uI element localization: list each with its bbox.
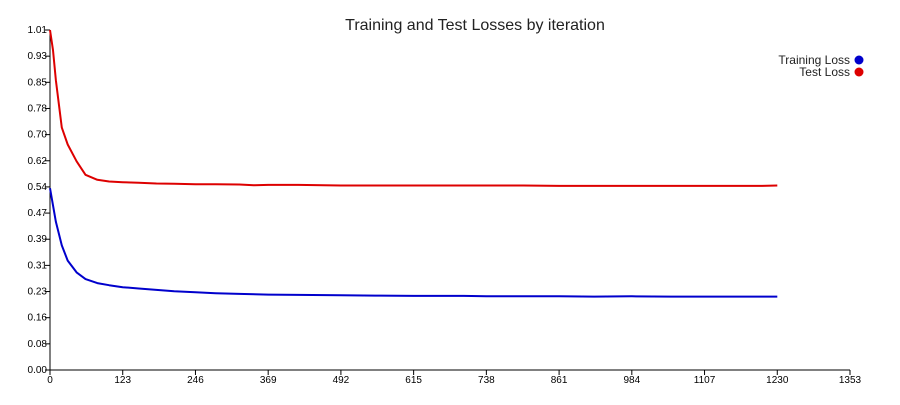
y-tick-label: 0.47 (28, 208, 48, 219)
x-tick-label: 369 (260, 375, 277, 386)
y-tick-label: 0.78 (28, 103, 48, 114)
y-tick-label: 0.23 (28, 287, 48, 298)
y-tick-label: 0.31 (28, 260, 48, 271)
x-tick-label: 984 (623, 375, 640, 386)
x-tick-label: 246 (187, 375, 204, 386)
x-tick-label: 738 (478, 375, 495, 386)
y-tick-label: 1.01 (28, 25, 48, 36)
y-tick-label: 0.54 (28, 182, 48, 193)
y-tick-label: 0.62 (28, 156, 48, 167)
y-tick-label: 0.16 (28, 313, 48, 324)
legend-label: Test Loss (799, 65, 850, 79)
y-tick-label: 0.00 (28, 365, 48, 376)
y-tick-label: 0.70 (28, 130, 48, 141)
x-tick-label: 1107 (694, 375, 716, 386)
legend-label: Training Loss (778, 53, 850, 67)
x-tick-label: 861 (551, 375, 568, 386)
x-tick-label: 123 (114, 375, 131, 386)
chart-title: Training and Test Losses by iteration (345, 17, 605, 34)
x-tick-label: 615 (405, 375, 422, 386)
y-tick-label: 0.85 (28, 77, 48, 88)
series-lines-group (49, 29, 778, 298)
y-tick-label: 0.93 (28, 51, 48, 62)
y-tick-label: 0.39 (28, 234, 48, 245)
series-line-test-loss (49, 29, 778, 187)
y-tick-label: 0.08 (28, 339, 48, 350)
x-tick-label: 492 (333, 375, 350, 386)
x-tick-label: 1230 (766, 375, 789, 386)
axes-group: 0.00 0.08 0.16 0.23 0.31 0.39 0.47 0.54 0.62 0.70… (28, 25, 862, 386)
x-tick-label: 0 (47, 375, 53, 386)
series-line-training-loss (49, 188, 778, 298)
legend-marker (854, 67, 864, 77)
x-tick-label: 1353 (839, 375, 862, 386)
legend-marker (854, 55, 864, 65)
